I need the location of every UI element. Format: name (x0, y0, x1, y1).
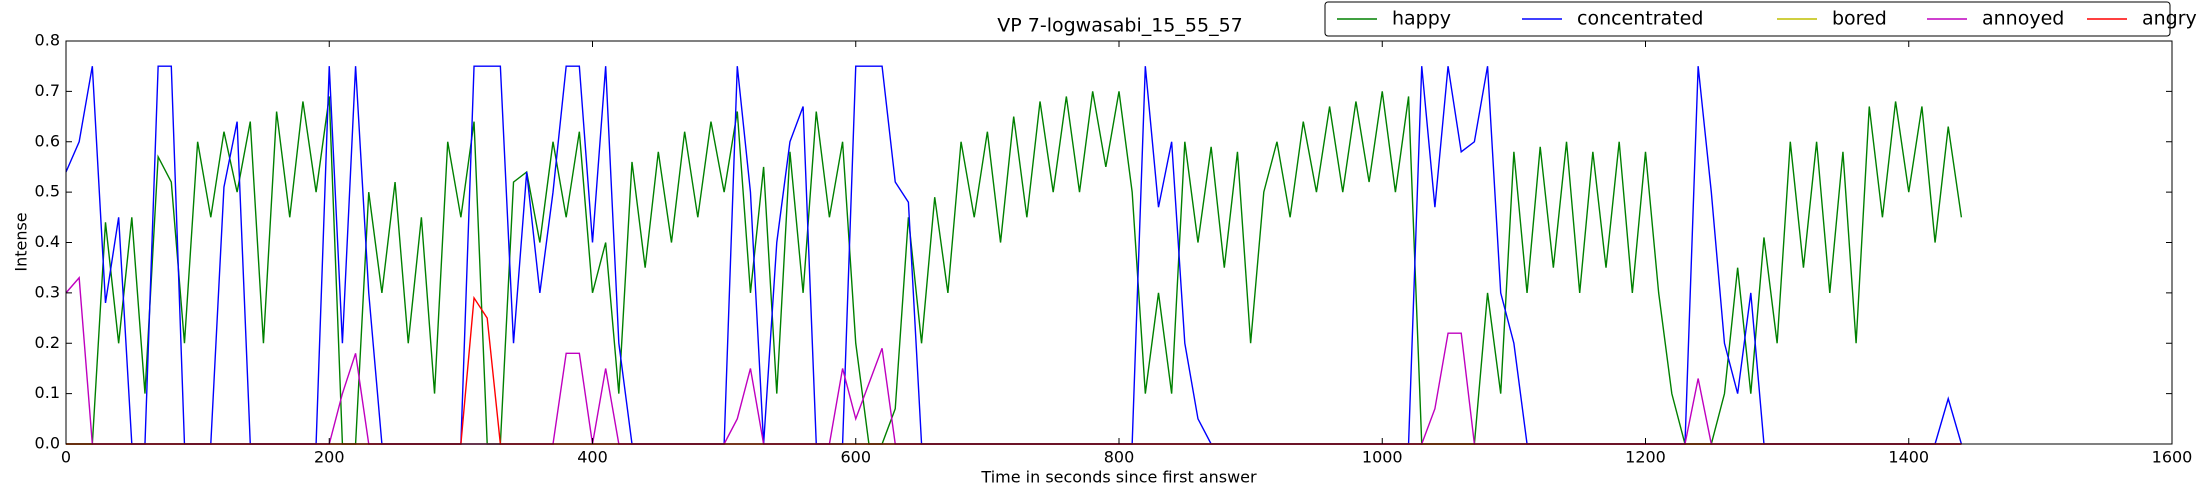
y-tick-label: 0.0 (35, 434, 60, 453)
legend-label: annoyed (1982, 8, 2064, 30)
legend-label: concentrated (1577, 8, 1703, 30)
legend: happy concentrated bored annoyed angry (1324, 1, 2197, 37)
y-axis-label: Intense (12, 212, 31, 271)
x-tick-label: 1000 (1362, 448, 1403, 467)
x-tick-label: 600 (840, 448, 871, 467)
x-tick-label: 800 (1104, 448, 1135, 467)
y-tick-label: 0.4 (35, 232, 60, 251)
x-axis-label: Time in seconds since first answer (980, 468, 1257, 487)
legend-label: angry (2142, 8, 2197, 30)
y-tick-label: 0.2 (35, 333, 60, 352)
x-tick-label: 400 (577, 448, 608, 467)
series-line (66, 91, 1963, 445)
legend-frame (1324, 1, 2171, 37)
x-tick-label: 0 (61, 448, 71, 467)
x-tick-label: 1600 (2152, 448, 2193, 467)
y-tick-label: 0.8 (35, 31, 60, 50)
y-tick-label: 0.7 (35, 81, 60, 100)
x-tick-label: 200 (314, 448, 345, 467)
x-tick-label: 1200 (1625, 448, 1666, 467)
legend-label: bored (1832, 8, 1887, 30)
chart-title: VP 7-logwasabi_15_55_57 (997, 15, 1243, 37)
y-tick-label: 0.6 (35, 131, 60, 150)
y-tick-label: 0.5 (35, 182, 60, 201)
y-tick-label: 0.3 (35, 282, 60, 301)
x-tick-label: 1400 (1888, 448, 1929, 467)
legend-label: happy (1392, 8, 1451, 30)
y-tick-label: 0.1 (35, 383, 60, 402)
